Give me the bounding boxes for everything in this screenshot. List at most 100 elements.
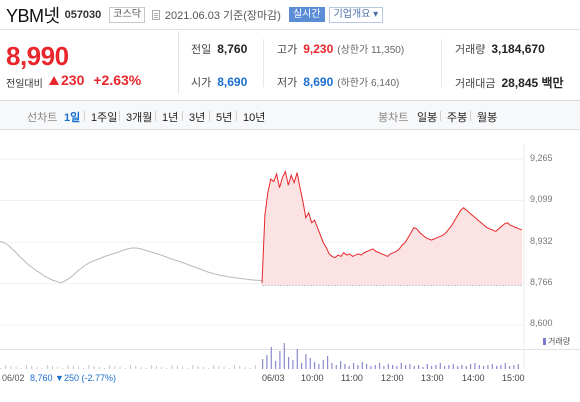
volume-bar bbox=[279, 351, 281, 369]
volume-bar bbox=[130, 365, 131, 369]
current-price: 8,990 bbox=[6, 41, 69, 71]
amount-value: 28,845 백만 bbox=[501, 76, 564, 90]
period-10year[interactable]: 10년 bbox=[243, 112, 266, 124]
intraday-price-chart[interactable] bbox=[0, 131, 580, 371]
stock-header: YBM넷 057030 코스닥 2021.06.03 기준(장마감) 실시간 기… bbox=[0, 0, 580, 30]
volume-bar bbox=[474, 363, 476, 369]
high-cell: 고가 9,230 (상한가 11,350) bbox=[277, 41, 404, 57]
low-cell: 저가 8,690 (하한가 6,140) bbox=[277, 74, 399, 90]
candle-weekly[interactable]: 주봉 bbox=[447, 112, 468, 124]
volume-bar bbox=[67, 365, 69, 369]
volume-bar bbox=[374, 365, 376, 369]
change-amount: 230 bbox=[61, 72, 85, 88]
volume-bar bbox=[370, 366, 372, 369]
price-change: 230 +2.63% bbox=[49, 72, 141, 88]
volume-bar bbox=[509, 366, 511, 369]
volume-bar bbox=[31, 366, 33, 369]
candle-monthly[interactable]: 월봉 bbox=[477, 112, 498, 124]
period-5year[interactable]: 5년 bbox=[216, 112, 233, 124]
line-chart-tab[interactable]: 선차트 bbox=[27, 112, 58, 124]
volume-bar bbox=[418, 365, 420, 369]
volume-bar bbox=[422, 367, 424, 369]
x-tick-label: 12:00 bbox=[381, 373, 404, 383]
volume-bar bbox=[176, 366, 178, 369]
divider bbox=[441, 39, 442, 87]
today-series-line bbox=[261, 169, 523, 284]
volume-bar bbox=[78, 367, 79, 369]
volume-bar bbox=[46, 365, 48, 369]
volume-bar bbox=[318, 364, 320, 369]
volume-bar bbox=[254, 365, 256, 369]
x-tick-label: 11:00 bbox=[341, 373, 363, 383]
volume-label: 거래량 bbox=[455, 44, 486, 56]
volume-divider bbox=[0, 349, 580, 350]
separator bbox=[155, 111, 156, 121]
volume-bar bbox=[249, 368, 251, 369]
volume-bar bbox=[431, 366, 433, 369]
candle-daily[interactable]: 일봉 bbox=[417, 112, 438, 124]
volume-bar bbox=[487, 365, 489, 369]
volume-bar bbox=[301, 363, 303, 369]
volume-bar bbox=[0, 368, 1, 369]
volume-bar bbox=[348, 366, 350, 369]
volume-bar bbox=[483, 366, 485, 369]
chevron-down-icon: ▾ bbox=[373, 8, 379, 20]
volume-bar bbox=[283, 343, 285, 369]
volume-bar bbox=[387, 364, 389, 369]
volume-bar bbox=[496, 366, 498, 369]
volume-bar bbox=[218, 366, 220, 369]
volume-bar bbox=[124, 368, 126, 369]
prev-day-series-line bbox=[0, 240, 263, 284]
volume-bar bbox=[517, 364, 519, 369]
y-tick-label: 8,932 bbox=[530, 236, 553, 246]
separator bbox=[440, 111, 441, 121]
company-overview-label: 기업개요 bbox=[333, 8, 371, 20]
volume-bar bbox=[444, 366, 446, 369]
volume-bars bbox=[0, 343, 519, 369]
prev-close-value: 8,760 bbox=[217, 42, 248, 56]
period-3month[interactable]: 3개월 bbox=[126, 112, 153, 124]
volume-bar bbox=[465, 366, 467, 369]
period-1year[interactable]: 1년 bbox=[162, 112, 179, 124]
period-1week[interactable]: 1주일 bbox=[91, 112, 118, 124]
volume-bar bbox=[344, 364, 346, 369]
volume-bar bbox=[182, 367, 183, 369]
volume-bar bbox=[119, 367, 121, 369]
company-overview-button[interactable]: 기업개요 ▾ bbox=[328, 6, 384, 23]
volume-bar bbox=[314, 362, 316, 369]
volume-bar bbox=[379, 363, 381, 369]
up-arrow-icon bbox=[49, 75, 59, 85]
volume-bar bbox=[357, 365, 359, 369]
x-tick-label: 14:00 bbox=[462, 373, 485, 383]
market-badge: 코스닥 bbox=[109, 6, 145, 23]
volume-bar bbox=[98, 367, 100, 369]
open-label: 시가 bbox=[191, 77, 212, 89]
separator bbox=[470, 111, 471, 121]
volume-bar bbox=[452, 364, 454, 369]
x-tick-label: 13:00 bbox=[421, 373, 444, 383]
volume-bar bbox=[166, 368, 168, 369]
candle-chart-tab[interactable]: 봉차트 bbox=[378, 112, 409, 124]
volume-bar bbox=[150, 365, 152, 369]
volume-bar bbox=[72, 366, 74, 369]
period-1day[interactable]: 1일 bbox=[64, 112, 81, 124]
volume-bar bbox=[262, 359, 264, 369]
y-tick-label: 9,265 bbox=[530, 153, 553, 163]
volume-bar bbox=[202, 367, 204, 369]
volume-bar bbox=[15, 367, 17, 369]
volume-legend-label: 거래량 bbox=[548, 337, 571, 346]
volume-bar bbox=[396, 366, 398, 369]
period-3year[interactable]: 3년 bbox=[189, 112, 206, 124]
price-info-grid: 전일 8,760 고가 9,230 (상한가 11,350) 거래량 3,184,670… bbox=[178, 31, 580, 94]
volume-bar bbox=[461, 365, 463, 369]
volume-value: 3,184,670 bbox=[491, 42, 545, 56]
volume-bar bbox=[500, 365, 502, 369]
volume-bar bbox=[135, 366, 137, 369]
volume-bar bbox=[52, 366, 53, 369]
volume-bar bbox=[83, 368, 85, 369]
y-tick-label: 8,766 bbox=[530, 277, 553, 287]
volume-bar bbox=[327, 356, 329, 369]
volume-bar bbox=[88, 365, 90, 369]
realtime-button[interactable]: 실시간 bbox=[288, 7, 325, 22]
volume-bar bbox=[244, 367, 246, 369]
